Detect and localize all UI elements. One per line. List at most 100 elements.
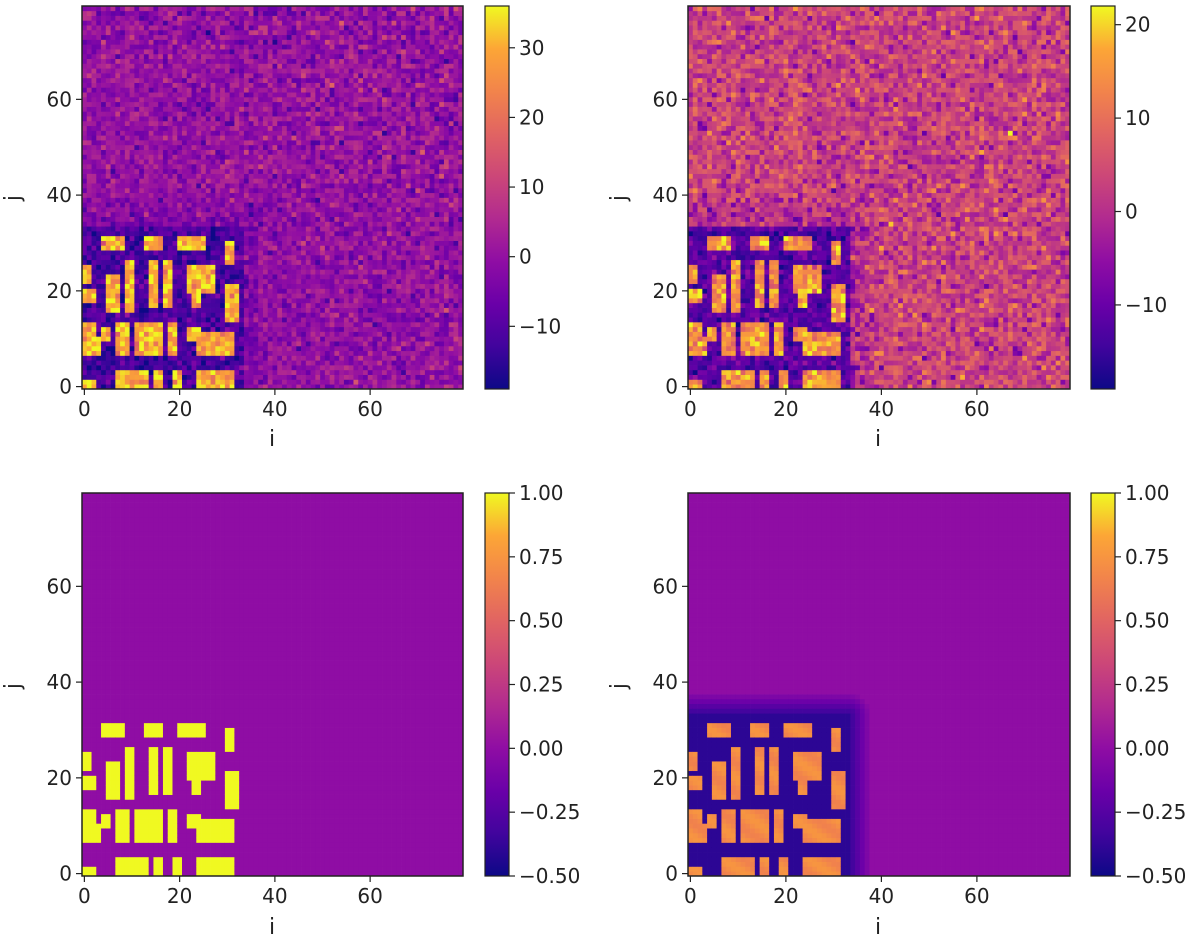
heatmap-cell	[129, 384, 135, 390]
heatmap-cell	[143, 384, 150, 390]
heatmap-cell	[148, 39, 154, 45]
heatmap-cell	[91, 269, 97, 275]
heatmap-cell	[248, 187, 254, 194]
heatmap-cell	[315, 326, 321, 332]
heatmap-cell	[205, 202, 211, 208]
heatmap-cell	[82, 63, 88, 69]
heatmap-cell	[153, 53, 159, 60]
heatmap-cell	[182, 82, 188, 88]
heatmap-cell	[253, 274, 259, 280]
heatmap-cell	[105, 245, 111, 251]
heatmap-cell	[372, 6, 378, 12]
heatmap-cell	[243, 178, 250, 184]
heatmap-cell	[272, 211, 278, 217]
heatmap-cell	[358, 111, 364, 117]
heatmap-cell	[243, 34, 250, 40]
heatmap-cell	[267, 365, 273, 371]
heatmap-cell	[220, 250, 226, 256]
heatmap-cell	[158, 53, 164, 60]
heatmap-cell	[139, 82, 145, 88]
heatmap-cell	[372, 39, 378, 45]
heatmap-cell	[301, 25, 307, 31]
heatmap-cell	[310, 240, 316, 246]
heatmap-cell	[224, 254, 230, 261]
heatmap-cell	[329, 68, 335, 74]
heatmap-cell	[320, 73, 326, 79]
heatmap-cell	[315, 101, 321, 107]
heatmap-cell	[139, 101, 145, 107]
heatmap-cell	[115, 120, 121, 127]
heatmap-cell	[262, 135, 269, 141]
heatmap-cell	[105, 235, 111, 241]
heatmap-cell	[358, 15, 364, 21]
heatmap-cell	[167, 125, 173, 131]
heatmap-cell	[205, 317, 211, 323]
heatmap-cell	[129, 341, 135, 347]
heatmap-cell	[296, 192, 302, 198]
heatmap-cell	[310, 15, 316, 21]
heatmap-cell	[220, 154, 226, 160]
heatmap-cell	[253, 163, 259, 170]
heatmap-cell	[362, 269, 369, 275]
heatmap-cell	[239, 288, 245, 294]
heatmap-cell	[124, 10, 130, 16]
heatmap-cell	[367, 374, 373, 380]
heatmap-cell	[286, 278, 292, 285]
heatmap-cell	[172, 163, 178, 170]
heatmap-cell	[110, 58, 116, 64]
heatmap-cell	[210, 20, 216, 26]
heatmap-cell	[177, 34, 183, 40]
heatmap-cell	[229, 68, 235, 74]
heatmap-cell	[158, 39, 164, 45]
heatmap-cell	[291, 235, 297, 241]
heatmap-cell	[158, 178, 164, 184]
heatmap-cell	[243, 130, 250, 136]
heatmap-cell	[258, 106, 264, 112]
heatmap-cell	[210, 250, 216, 256]
heatmap-cell	[86, 173, 92, 179]
heatmap-cell	[301, 216, 307, 222]
heatmap-cell	[120, 58, 126, 64]
heatmap-cell	[301, 197, 307, 203]
heatmap-cell	[182, 307, 188, 313]
heatmap-cell	[105, 269, 111, 275]
heatmap-cell	[177, 283, 183, 289]
heatmap-cell	[291, 140, 297, 146]
heatmap-cell	[205, 6, 211, 12]
heatmap-cell	[301, 125, 307, 131]
heatmap-cell	[243, 283, 250, 289]
heatmap-cell	[96, 288, 102, 294]
heatmap-cell	[143, 192, 150, 198]
heatmap-cell	[101, 82, 107, 88]
heatmap-cell	[191, 44, 197, 50]
heatmap-cell	[334, 192, 340, 198]
heatmap-cell	[253, 269, 259, 275]
heatmap-cell	[239, 92, 245, 98]
heatmap-cell	[134, 178, 140, 184]
heatmap-cell	[143, 211, 150, 217]
heatmap-cell	[153, 307, 159, 313]
heatmap-cell	[239, 192, 245, 198]
heatmap-cell	[362, 369, 369, 375]
heatmap-cell	[377, 240, 383, 246]
heatmap-cell	[234, 29, 240, 36]
heatmap-cell	[234, 68, 240, 74]
heatmap-cell	[253, 235, 259, 241]
heatmap-cell	[91, 101, 97, 107]
heatmap-cell	[105, 259, 111, 265]
heatmap-cell	[253, 159, 259, 165]
heatmap-cell	[153, 15, 159, 21]
heatmap-cell	[272, 178, 278, 184]
heatmap-cell	[172, 116, 178, 122]
heatmap-cell	[191, 15, 197, 21]
heatmap-cell	[201, 106, 207, 112]
heatmap-cell	[320, 274, 326, 280]
heatmap-cell	[110, 29, 116, 36]
heatmap-cell	[210, 34, 216, 40]
heatmap-cell	[158, 68, 164, 74]
heatmap-cell	[210, 288, 216, 294]
heatmap-cell	[339, 34, 345, 40]
heatmap-cell	[362, 140, 369, 146]
heatmap-cell	[162, 125, 169, 131]
heatmap-cell	[167, 144, 173, 150]
